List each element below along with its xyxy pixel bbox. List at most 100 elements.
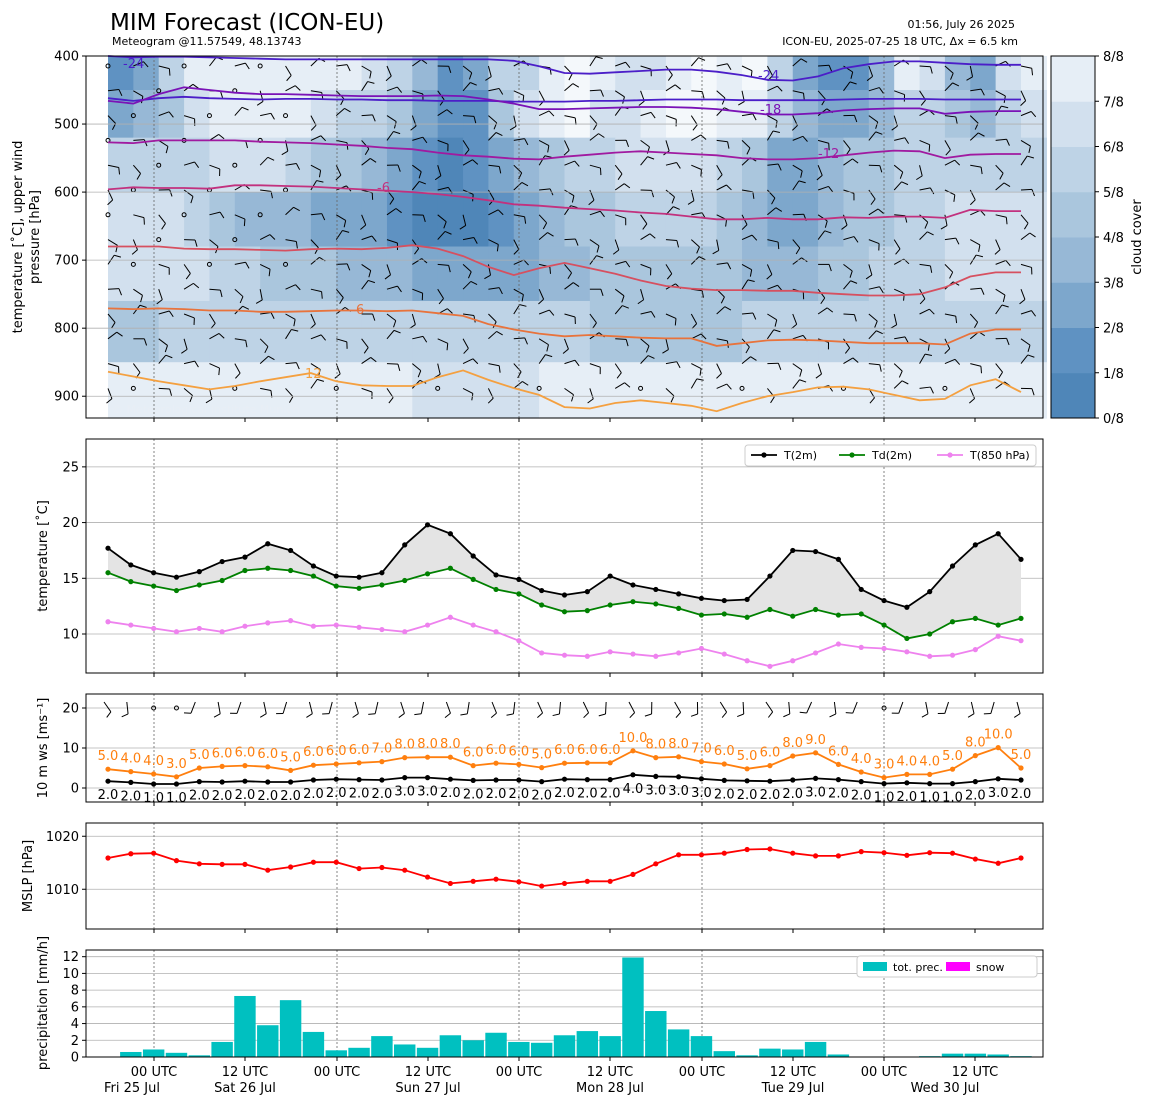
cloud-cover-cell xyxy=(589,90,616,139)
isotherm-line xyxy=(107,139,1021,161)
wind-barb-flag xyxy=(675,712,681,718)
wind-barb xyxy=(919,109,930,117)
wind-barb xyxy=(640,139,650,148)
precip-bar xyxy=(142,1049,165,1057)
wind-barb-flag xyxy=(352,713,359,718)
cloud-cover-cell xyxy=(158,246,185,302)
td2m-line-point xyxy=(470,576,476,583)
gust-value-label: 8.0 xyxy=(782,736,803,751)
cloud-cover-cell xyxy=(133,56,160,91)
wind-barb xyxy=(236,701,242,714)
calm-marker xyxy=(283,113,289,119)
calm-marker xyxy=(173,705,179,711)
wind-barb xyxy=(944,264,954,273)
mean-value-label: 3.0 xyxy=(668,784,689,799)
wind-barb-flag xyxy=(666,273,673,280)
wind-mean-point xyxy=(379,777,385,783)
wind-barb-flag xyxy=(235,372,241,379)
wind-barb-flag xyxy=(841,224,848,230)
wind-barb xyxy=(614,90,625,98)
isotherm-label: -18 xyxy=(760,103,781,118)
wind-barb xyxy=(690,239,700,248)
wind-barb-flag xyxy=(699,368,702,376)
wind-barb-flag xyxy=(114,254,122,258)
precip-bar xyxy=(211,1041,233,1057)
wind-barb xyxy=(538,155,546,166)
axes-frame xyxy=(85,693,1044,803)
td2m-line-point xyxy=(630,599,636,605)
wind-barb xyxy=(107,115,117,124)
wind-barb xyxy=(335,164,342,176)
cloud-cover-cell xyxy=(260,362,287,419)
cloud-cover-cell xyxy=(640,246,667,302)
wind-barb-flag xyxy=(721,711,728,718)
time-axis: 00 UTC 12 UTC 00 UTC 12 UTC 00 UTC 12 UTC 00 U… xyxy=(104,1065,998,1096)
wind-barb xyxy=(488,164,500,168)
wind-barb xyxy=(969,115,979,124)
td2m-line-point xyxy=(447,565,453,571)
wind-barb-flag xyxy=(824,220,828,228)
wind-barb-flag xyxy=(727,262,732,270)
wind-barb xyxy=(488,115,498,124)
cloud-cover-cell xyxy=(108,90,134,139)
gust-value-label: 8.0 xyxy=(668,737,689,752)
wind-barb-flag xyxy=(255,299,263,304)
wind-barb xyxy=(437,165,442,176)
legend-label: T(2m) xyxy=(783,449,817,462)
colorbar-segment xyxy=(1051,146,1095,193)
gust-value-label: 8.0 xyxy=(645,738,666,753)
precip-bar xyxy=(736,1055,758,1057)
wind-barb-flag xyxy=(770,396,775,404)
wind-barb xyxy=(995,363,1003,373)
wind-barb xyxy=(361,81,369,92)
wind-gust-point xyxy=(607,760,613,766)
wind-barb xyxy=(767,313,777,321)
wind-barb-flag xyxy=(575,238,579,246)
td2m-line-point xyxy=(424,571,431,577)
wind-barb xyxy=(990,701,995,714)
wind-barb-flag xyxy=(344,107,351,113)
wind-barb xyxy=(852,701,858,714)
wind-barb-flag xyxy=(980,288,985,295)
wind-barb-flag xyxy=(878,87,884,94)
cloud-cover-cell xyxy=(716,137,743,193)
wind-barb xyxy=(259,156,269,166)
wind-barb xyxy=(462,159,473,166)
wind-barb xyxy=(818,64,830,67)
wind-barb-flag xyxy=(651,190,655,198)
wind-barb xyxy=(488,313,497,323)
wind-barb xyxy=(487,65,492,77)
cloud-cover-cell xyxy=(970,56,997,91)
wind-barb-flag xyxy=(194,239,198,247)
td2m-line-point xyxy=(493,586,499,593)
cloud-cover-cell xyxy=(691,246,718,302)
wind-barb-flag xyxy=(194,161,200,168)
x-tick-label: 12 UTC xyxy=(952,1065,998,1080)
wind-barb xyxy=(564,160,575,166)
wind-barb-flag xyxy=(317,378,325,382)
wind-barb-flag xyxy=(545,354,553,358)
wind-barb xyxy=(209,239,219,247)
cloud-cover-cell xyxy=(158,137,185,193)
t2m-line-point xyxy=(470,553,476,559)
precip-bar xyxy=(462,1040,484,1057)
t2m-line-point xyxy=(151,570,157,576)
cloud-cover-cell xyxy=(158,362,185,419)
wind-barb xyxy=(420,701,425,714)
precip-bar xyxy=(439,1035,462,1057)
wind-barb xyxy=(234,363,241,374)
wind-barb-flag xyxy=(446,109,453,115)
wind-barb-flag xyxy=(849,81,857,85)
wind-barb xyxy=(126,701,129,714)
gust-value-label: 8.0 xyxy=(394,738,415,753)
cloud-cover-cell xyxy=(310,362,337,419)
mean-value-label: 2.0 xyxy=(326,786,347,801)
wind-barb xyxy=(944,65,954,74)
wind-barb xyxy=(665,388,675,397)
wind-barb-flag xyxy=(498,287,503,295)
t850-line-point xyxy=(516,638,522,644)
wind-barb xyxy=(285,284,296,290)
precip-bar xyxy=(485,1032,507,1057)
wind-barb-flag xyxy=(1027,354,1035,358)
